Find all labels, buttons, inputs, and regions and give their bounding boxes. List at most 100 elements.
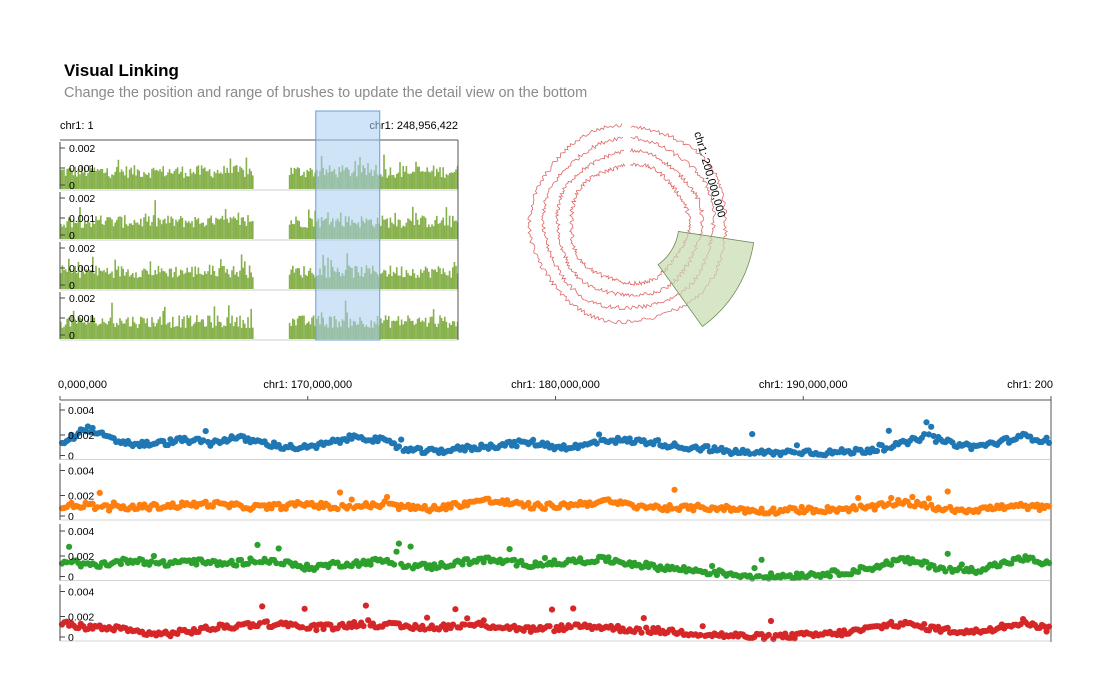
scatter-point (449, 621, 457, 628)
bar (144, 323, 147, 339)
scatter-point (89, 500, 96, 507)
bar (82, 172, 84, 189)
bar (194, 217, 196, 239)
scatter-point (117, 561, 124, 568)
bar (231, 173, 233, 189)
bar (312, 176, 315, 189)
bar (186, 222, 188, 239)
bar (236, 271, 238, 289)
bar (61, 327, 64, 339)
bar (71, 272, 73, 289)
scatter-point (713, 572, 721, 579)
bar (72, 175, 75, 189)
bar (314, 277, 316, 289)
bar (120, 169, 123, 189)
bar (234, 218, 236, 239)
scatter-point (273, 560, 280, 567)
bar (103, 270, 105, 289)
bar (444, 272, 446, 289)
bar (224, 209, 227, 239)
bar (391, 175, 393, 189)
bar (250, 308, 252, 339)
bar (133, 277, 136, 289)
scatter-point (706, 571, 713, 578)
scatter-point (245, 560, 252, 567)
bar (432, 165, 435, 189)
overview-bar-tracks: chr1: 1 chr1: 248,956,4220.0020.00100.002… (59, 110, 459, 342)
bar (437, 323, 440, 339)
bar (125, 166, 128, 189)
bar (396, 267, 398, 289)
bar (432, 269, 435, 289)
scatter-point (252, 559, 259, 566)
scatter-point (749, 431, 756, 438)
bar (144, 269, 147, 289)
bar (423, 216, 425, 239)
circular-brush[interactable] (657, 230, 755, 327)
bar (212, 223, 214, 239)
bar (148, 216, 150, 239)
bar (396, 173, 398, 189)
scatter-point (395, 443, 402, 450)
bar (120, 216, 123, 239)
bar (90, 168, 92, 189)
scatter-point (513, 443, 520, 450)
bar (207, 315, 209, 339)
scatter-point (638, 629, 645, 636)
scatter-point (506, 546, 513, 553)
bar (226, 167, 228, 189)
bar (160, 171, 163, 189)
bar (141, 226, 144, 239)
scatter-point (200, 437, 207, 444)
bar (122, 227, 124, 239)
bar (448, 173, 451, 189)
bar (292, 265, 294, 289)
bar (423, 171, 425, 189)
bar (239, 315, 241, 339)
bar (196, 166, 198, 189)
bar (244, 221, 246, 239)
bar (85, 324, 88, 339)
bar (154, 326, 156, 339)
bar (144, 173, 147, 189)
bar (247, 174, 249, 189)
bar (295, 268, 297, 289)
scatter-point (838, 632, 845, 639)
bar (439, 315, 441, 339)
bar (452, 321, 454, 339)
bar (413, 171, 416, 189)
bar (239, 270, 241, 289)
bar (149, 261, 152, 289)
bar (455, 265, 457, 289)
bar (79, 174, 81, 189)
bar (306, 227, 308, 239)
scatter-point (511, 556, 518, 563)
bar (180, 327, 182, 339)
bar (125, 319, 128, 339)
bar (194, 266, 196, 289)
bar (119, 276, 121, 289)
bar (247, 317, 249, 339)
bar (160, 268, 163, 289)
bar (247, 215, 249, 239)
bar (432, 226, 435, 239)
bar (204, 271, 206, 289)
bar (428, 271, 430, 289)
bar (96, 220, 99, 239)
scatter-point (407, 543, 414, 550)
bar (80, 318, 83, 339)
bar (244, 176, 246, 189)
bar (120, 320, 123, 339)
bar (124, 215, 126, 239)
bar (109, 317, 112, 339)
bar (232, 326, 235, 339)
bar (236, 317, 238, 339)
scatter-point (311, 621, 318, 628)
scatter-point (320, 626, 327, 633)
bar (218, 219, 220, 239)
bar (128, 169, 131, 189)
bar (108, 321, 110, 339)
bar (421, 320, 424, 339)
range-brush[interactable] (315, 110, 381, 341)
